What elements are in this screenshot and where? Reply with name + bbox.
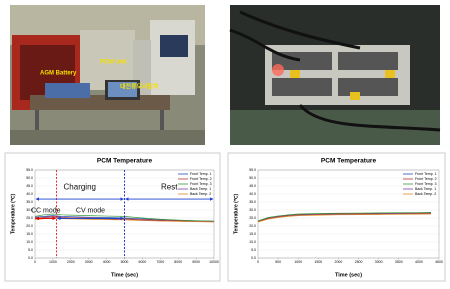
x-tick-label: 2500 [355,260,363,264]
x-tick-label: 6000 [139,260,147,264]
y-tick-label: 35.0 [249,200,256,204]
legend-label: Front Temp. 2 [415,177,437,181]
y-tick-label: 35.0 [26,200,33,204]
y-tick-label: 10.0 [26,240,33,244]
photo-label: AGM Battery [40,71,77,77]
lab-photo: PCM Unit AGM Battery 대전류모사장치 [10,5,205,145]
board-photo [229,5,441,145]
x-tick-label: 500 [275,260,281,264]
series-line [34,213,215,222]
y-tick-label: 20.0 [26,224,33,228]
y-tick-label: 25.0 [249,216,256,220]
y-tick-label: 45.0 [249,184,256,188]
legend-label: Front Temp. 3 [415,182,437,186]
y-tick-label: 20.0 [249,224,256,228]
x-tick-label: 0 [34,260,36,264]
legend-label: Front Temp. 2 [190,177,212,181]
x-tick-label: 4000 [415,260,423,264]
legend-label: Back Temp. 1 [415,187,436,191]
x-tick-label: 8000 [174,260,182,264]
y-tick-label: 50.0 [26,176,33,180]
x-tick-label: 5000 [121,260,129,264]
series-line [257,212,431,222]
legend-label: Front Temp. 1 [415,172,437,176]
x-tick-label: 0 [257,260,259,264]
photo-label: 대전류모사장치 [120,83,159,91]
legend-label: Back Temp. 2 [415,192,436,196]
y-tick-label: 50.0 [249,176,256,180]
y-tick-label: 15.0 [26,232,33,236]
span-label: Rest [161,183,178,192]
x-tick-label: 4000 [103,260,111,264]
series-line [257,213,431,223]
x-axis-label: Time (sec) [111,272,138,278]
span-label: Charging [64,183,96,192]
y-tick-label: 0.0 [251,256,256,260]
x-tick-label: 4500 [435,260,443,264]
y-tick-label: 30.0 [26,208,33,212]
x-tick-label: 2000 [67,260,75,264]
x-tick-label: 10000 [209,260,219,264]
y-tick-label: 25.0 [26,216,33,220]
y-tick-label: 55.0 [26,168,33,172]
x-tick-label: 1000 [49,260,57,264]
y-tick-label: 55.0 [249,168,256,172]
y-tick-label: 10.0 [249,240,256,244]
x-tick-label: 3000 [375,260,383,264]
chart-title: PCM Temperature [97,158,153,165]
legend-label: Front Temp. 3 [190,182,212,186]
x-tick-label: 7000 [156,260,164,264]
legend-label: Back Temp. 1 [190,187,211,191]
y-tick-label: 15.0 [249,232,256,236]
span-label: CC mode [31,207,61,214]
chart-title: PCM Temperature [321,158,377,165]
y-axis-label: Temperature (℃) [9,194,16,235]
span-label: CV mode [76,207,105,214]
y-axis-label: Temperature (℃) [232,194,239,235]
plot-frame [257,169,440,259]
y-tick-label: 5.0 [28,248,33,252]
legend-label: Back Temp. 2 [190,192,211,196]
legend-label: Front Temp. 1 [190,172,212,176]
x-tick-label: 9000 [192,260,200,264]
x-tick-label: 1500 [314,260,322,264]
x-tick-label: 1000 [294,260,302,264]
photo-label: PCM Unit [100,60,127,66]
y-tick-label: 45.0 [26,184,33,188]
x-tick-label: 3000 [85,260,93,264]
x-tick-label: 2000 [335,260,343,264]
y-tick-label: 0.0 [28,256,33,260]
x-axis-label: Time (sec) [335,272,362,278]
y-tick-label: 5.0 [251,248,256,252]
y-tick-label: 40.0 [26,192,33,196]
y-tick-label: 30.0 [249,208,256,212]
y-tick-label: 40.0 [249,192,256,196]
x-tick-label: 3500 [395,260,403,264]
series-line [257,212,431,222]
